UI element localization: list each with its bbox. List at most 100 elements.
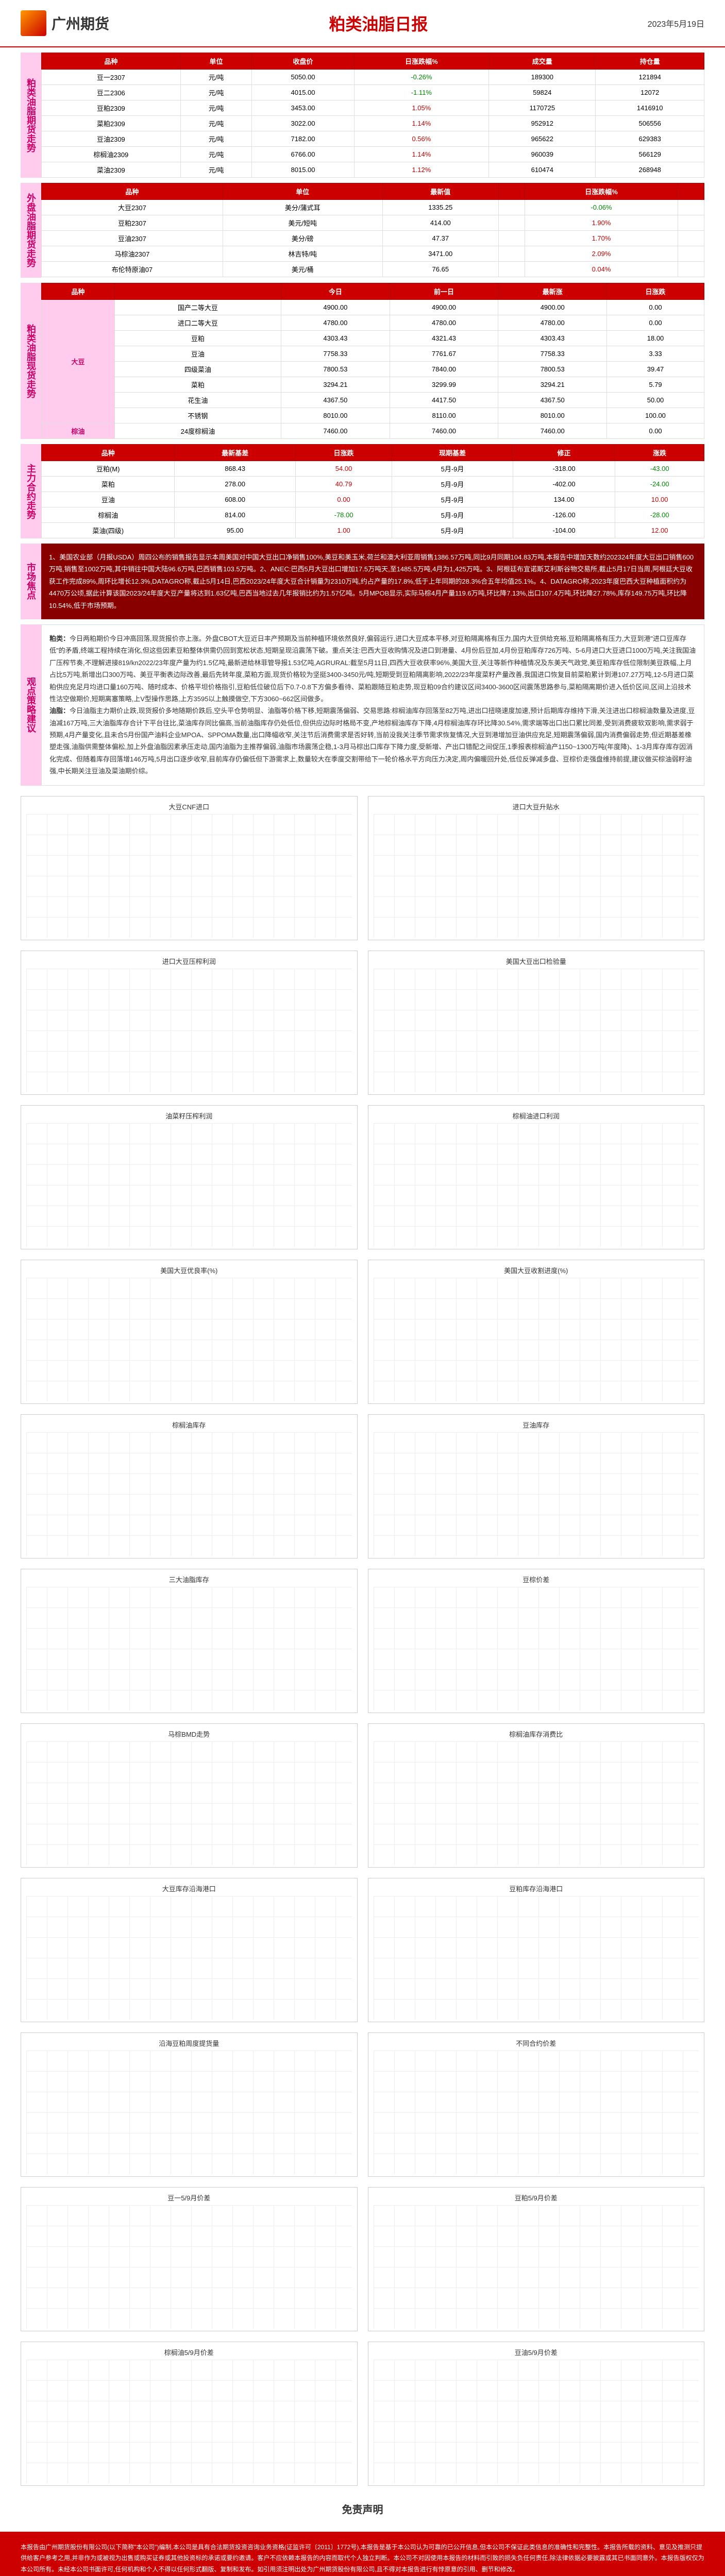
section-label: 粕类油脂期货走势 (21, 53, 41, 178)
logo-icon (21, 10, 46, 36)
section-futures-domestic: 粕类油脂期货走势 品种单位收盘价日涨跌幅%成交量持仓量豆一2307元/吨5050… (21, 53, 704, 178)
table-cell: 4780.00 (390, 315, 498, 331)
table-cell: -126.00 (513, 507, 615, 523)
table-header: 日涨跌 (607, 283, 704, 300)
table-row: 菜粕2309元/吨3022.001.14%952912506556 (42, 116, 704, 131)
table-cell: 12072 (596, 85, 704, 100)
table-header: 现期基差 (392, 445, 513, 461)
table-row: 进口二等大豆4780.004780.004780.000.00 (42, 315, 704, 331)
table-cell: 元/吨 (180, 147, 252, 162)
table-cell: 1.14% (354, 116, 489, 131)
table-cell: 豆粕(M) (42, 461, 175, 477)
table-cell (678, 246, 704, 262)
table-row: 四级菜油7800.537840.007800.5339.47 (42, 362, 704, 377)
chart-body (374, 1123, 699, 1247)
table-cell: 0.00 (607, 315, 704, 331)
table-cell: 5.79 (607, 377, 704, 393)
chart-body (26, 969, 352, 1092)
table-row: 不锈钢8010.008110.008010.00100.00 (42, 408, 704, 423)
table-cell: 3.33 (607, 346, 704, 362)
table-cell: 95.00 (175, 523, 295, 538)
table-cell: 814.00 (175, 507, 295, 523)
chart-title: 豆粕库存沿海港口 (374, 1884, 699, 1893)
table-row: 豆粕4303.434321.434303.4318.00 (42, 331, 704, 346)
table-row: 布伦特原油07美元/桶76.650.04% (42, 262, 704, 277)
table-cell: 566129 (596, 147, 704, 162)
table-cell: 960039 (489, 147, 596, 162)
table-cell: 7460.00 (390, 423, 498, 439)
chart: 进口大豆压榨利润 (21, 951, 358, 1095)
table-header: 今日 (281, 283, 390, 300)
table-cell: 12.00 (615, 523, 704, 538)
table-cell (499, 231, 525, 246)
chart-body (374, 2205, 699, 2329)
table-cell: 元/吨 (180, 100, 252, 116)
table-cell: 5月-9月 (392, 461, 513, 477)
table-cell: 大豆2307 (42, 200, 223, 215)
table-cell: 4780.00 (498, 315, 607, 331)
chart-title: 大豆CNF进口 (26, 802, 352, 811)
table-cell: 24度棕榈油 (114, 423, 281, 439)
table-cell: 8010.00 (498, 408, 607, 423)
section-futures-foreign: 外盘油脂期货走势 品种单位最新值日涨跌幅%大豆2307美分/蒲式耳1335.25… (21, 183, 704, 278)
table-header: 最新基差 (175, 445, 295, 461)
table-cell: 1.70% (525, 231, 678, 246)
table-cell: 121894 (596, 70, 704, 85)
table-cell: 50.00 (607, 393, 704, 408)
table-header: 成交量 (489, 53, 596, 70)
table-cell: 豆粕2309 (42, 100, 181, 116)
chart: 马棕BMD走势 (21, 1723, 358, 1868)
table-header: 品种 (42, 183, 223, 200)
table-row: 菜粕3294.213299.993294.215.79 (42, 377, 704, 393)
table-cell: 0.00 (607, 300, 704, 315)
table-header: 修正 (513, 445, 615, 461)
table-header: 品种 (42, 445, 175, 461)
basis-table: 品种最新基差日涨跌现期基差修正涨跌豆粕(M)868.4354.005月-9月-3… (41, 444, 704, 538)
table-cell: 棕榈油2309 (42, 147, 181, 162)
table-cell: 40.79 (295, 477, 392, 492)
news-text: 1、美国农业部（月报USDA）周四公布的销售报告显示本周美国对中国大豆出口净销售… (41, 544, 704, 619)
table-cell: 豆粕2307 (42, 215, 223, 231)
table-cell: 7800.53 (281, 362, 390, 377)
table-row: 马棕油2307林吉特/吨3471.002.09% (42, 246, 704, 262)
chart-title: 美国大豆优良率(%) (26, 1265, 352, 1275)
chart-body (374, 1587, 699, 1710)
table-cell: 5月-9月 (392, 507, 513, 523)
logo: 广州期货 (21, 10, 109, 36)
chart-body (26, 1741, 352, 1865)
table-cell: 5月-9月 (392, 523, 513, 538)
chart-title: 美国大豆收割进度(%) (374, 1265, 699, 1275)
table-row: 菜油(四级)95.001.005月-9月-104.0012.00 (42, 523, 704, 538)
chart-body (26, 2360, 352, 2483)
table-cell: 4015.00 (252, 85, 354, 100)
chart-title: 棕榈油进口利润 (374, 1111, 699, 1121)
table-cell: 元/吨 (180, 85, 252, 100)
table-header: 日涨跌幅% (354, 53, 489, 70)
table-cell: 8015.00 (252, 162, 354, 178)
table-cell: 1170725 (489, 100, 596, 116)
table-cell: 4780.00 (281, 315, 390, 331)
table-cell: 7761.67 (390, 346, 498, 362)
table-cell: 506556 (596, 116, 704, 131)
chart-title: 美国大豆出口检验量 (374, 956, 699, 966)
table-cell: 965622 (489, 131, 596, 147)
table-cell: 四级菜油 (114, 362, 281, 377)
table-cell (499, 262, 525, 277)
table-cell: 1.90% (525, 215, 678, 231)
chart-title: 棕榈油库存消费比 (374, 1729, 699, 1739)
table-cell: 0.00 (607, 423, 704, 439)
chart-body (26, 814, 352, 938)
table-cell: 7800.53 (498, 362, 607, 377)
table-cell: 3294.21 (281, 377, 390, 393)
chart-body (374, 969, 699, 1092)
table-cell (678, 215, 704, 231)
table-cell: 4900.00 (498, 300, 607, 315)
chart-body (374, 2050, 699, 2174)
table-cell: 3299.99 (390, 377, 498, 393)
table-cell: 国产二等大豆 (114, 300, 281, 315)
table-header: 持仓量 (596, 53, 704, 70)
table-cell: 元/吨 (180, 116, 252, 131)
table-cell: 7758.33 (498, 346, 607, 362)
chart-title: 不同合约价差 (374, 2038, 699, 2048)
chart-title: 豆油5/9月价差 (374, 2347, 699, 2357)
